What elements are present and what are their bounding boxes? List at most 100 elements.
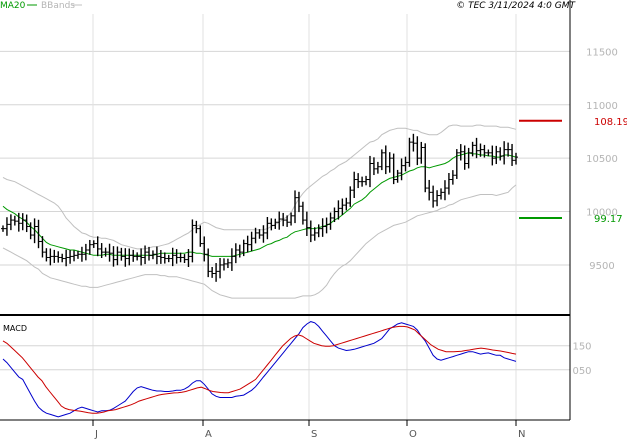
ohlc-bar bbox=[454, 149, 459, 179]
ohlc-bar bbox=[75, 250, 80, 259]
ohlc-bar bbox=[403, 156, 408, 172]
ohlc-bar bbox=[91, 240, 96, 248]
ohlc-bar bbox=[261, 225, 266, 243]
ohlc-bar bbox=[466, 147, 471, 169]
ohlc-bar bbox=[24, 214, 29, 233]
ohlc-bar bbox=[431, 185, 436, 208]
ohlc-bar bbox=[115, 246, 120, 266]
ohlc-bar bbox=[356, 173, 361, 189]
ohlc-bar bbox=[296, 191, 301, 213]
ohlc-bar bbox=[214, 263, 219, 282]
ohlc-bar bbox=[32, 218, 37, 244]
ohlc-bar bbox=[407, 137, 412, 167]
ohlc-bar bbox=[237, 244, 242, 258]
ohlc-bar bbox=[435, 190, 440, 207]
x-tick-label: J bbox=[94, 429, 98, 440]
ohlc-bar bbox=[293, 190, 298, 224]
ohlc-bar bbox=[4, 217, 9, 236]
ohlc-bar bbox=[190, 219, 195, 263]
ohlc-bar bbox=[265, 216, 270, 240]
price-marker-label: 99.17 bbox=[594, 214, 623, 225]
price-marker-label: 108.19 bbox=[594, 117, 627, 128]
main-y-tick-label: 11500 bbox=[586, 47, 618, 58]
ohlc-bar bbox=[474, 137, 479, 159]
ohlc-bar bbox=[506, 142, 511, 157]
ohlc-bar bbox=[470, 141, 475, 157]
ohlc-bar bbox=[269, 218, 274, 231]
ohlc-bar bbox=[340, 198, 345, 215]
main-y-tick-label: 9500 bbox=[589, 261, 614, 272]
ohlc-bar bbox=[186, 249, 191, 267]
main-panel-grid bbox=[0, 14, 570, 420]
ohlc-bar bbox=[225, 258, 230, 269]
macd-y-axis-labels: 150 050 bbox=[572, 342, 591, 377]
ohlc-bar bbox=[462, 145, 467, 170]
ohlc-bar bbox=[379, 149, 384, 171]
ohlc-bar bbox=[352, 171, 357, 198]
ohlc-bar bbox=[99, 243, 104, 259]
ohlc-bar bbox=[324, 217, 329, 234]
main-y-tick-label: 11000 bbox=[586, 101, 618, 112]
ohlc-bar bbox=[60, 253, 65, 263]
ohlc-bar bbox=[285, 215, 290, 227]
ohlc-bar bbox=[103, 247, 108, 257]
ohlc-bar bbox=[245, 235, 250, 253]
ohlc-bar bbox=[332, 207, 337, 223]
ohlc-bar bbox=[502, 141, 507, 165]
ohlc-bar bbox=[249, 231, 254, 252]
ohlc-bar bbox=[229, 248, 234, 271]
ohlc-bar bbox=[111, 246, 116, 267]
main-y-axis-labels: 11500 11000 10500 10000 9500 bbox=[586, 47, 618, 272]
ohlc-bar bbox=[458, 144, 463, 161]
ohlc-bar bbox=[135, 252, 140, 261]
ohlc-bar bbox=[510, 143, 515, 166]
ohlc-bar bbox=[87, 239, 92, 255]
ohlc-bar bbox=[304, 211, 309, 237]
ohlc-bar bbox=[514, 152, 518, 165]
ohlc-bar bbox=[154, 246, 159, 265]
price-markers: 108.19 99.17 bbox=[519, 117, 627, 225]
ohlc-bar bbox=[202, 236, 207, 262]
ohlc-bar bbox=[241, 239, 246, 257]
main-y-tick-label: 10000 bbox=[586, 208, 618, 219]
ohlc-bar bbox=[166, 254, 171, 263]
ohlc-bar bbox=[419, 141, 424, 164]
ohlc-bar bbox=[367, 155, 372, 188]
ohlc-bar bbox=[44, 248, 49, 262]
price-bars bbox=[1, 133, 518, 282]
ohlc-bar bbox=[344, 197, 349, 211]
ohlc-bar bbox=[450, 170, 455, 185]
ohlc-bar bbox=[411, 133, 416, 152]
ohlc-bar bbox=[348, 186, 353, 207]
ohlc-bar bbox=[312, 227, 317, 241]
ohlc-bar bbox=[387, 152, 392, 173]
ohlc-bar bbox=[20, 213, 25, 231]
ohlc-bar bbox=[320, 218, 325, 237]
ohlc-bar bbox=[423, 143, 428, 193]
ohlc-bar bbox=[328, 212, 333, 230]
ohlc-bar bbox=[162, 252, 167, 264]
ohlc-bar bbox=[383, 145, 388, 175]
ohlc-bar bbox=[131, 249, 136, 262]
copyright-timestamp: © TEC 3/11/2024 4:0 GMT bbox=[456, 1, 576, 11]
ohlc-bar bbox=[16, 212, 21, 232]
ohlc-bar bbox=[150, 250, 155, 260]
ohlc-bar bbox=[371, 157, 376, 176]
x-tick-label: A bbox=[205, 429, 212, 440]
ohlc-bar bbox=[482, 144, 487, 158]
ohlc-bar bbox=[364, 175, 369, 186]
ohlc-bar bbox=[127, 248, 132, 266]
macd-signal-line bbox=[2, 325, 517, 414]
ohlc-bar bbox=[178, 252, 183, 263]
ohlc-bar bbox=[399, 158, 404, 181]
ohlc-bar bbox=[253, 227, 258, 244]
ohlc-bar bbox=[439, 188, 444, 200]
macd-fast-line bbox=[2, 321, 517, 418]
ohlc-bar bbox=[83, 243, 88, 261]
x-tick-label: S bbox=[311, 429, 317, 440]
ohlc-bar bbox=[48, 248, 53, 266]
x-tick-label: O bbox=[409, 429, 417, 440]
ohlc-bar bbox=[40, 236, 45, 258]
